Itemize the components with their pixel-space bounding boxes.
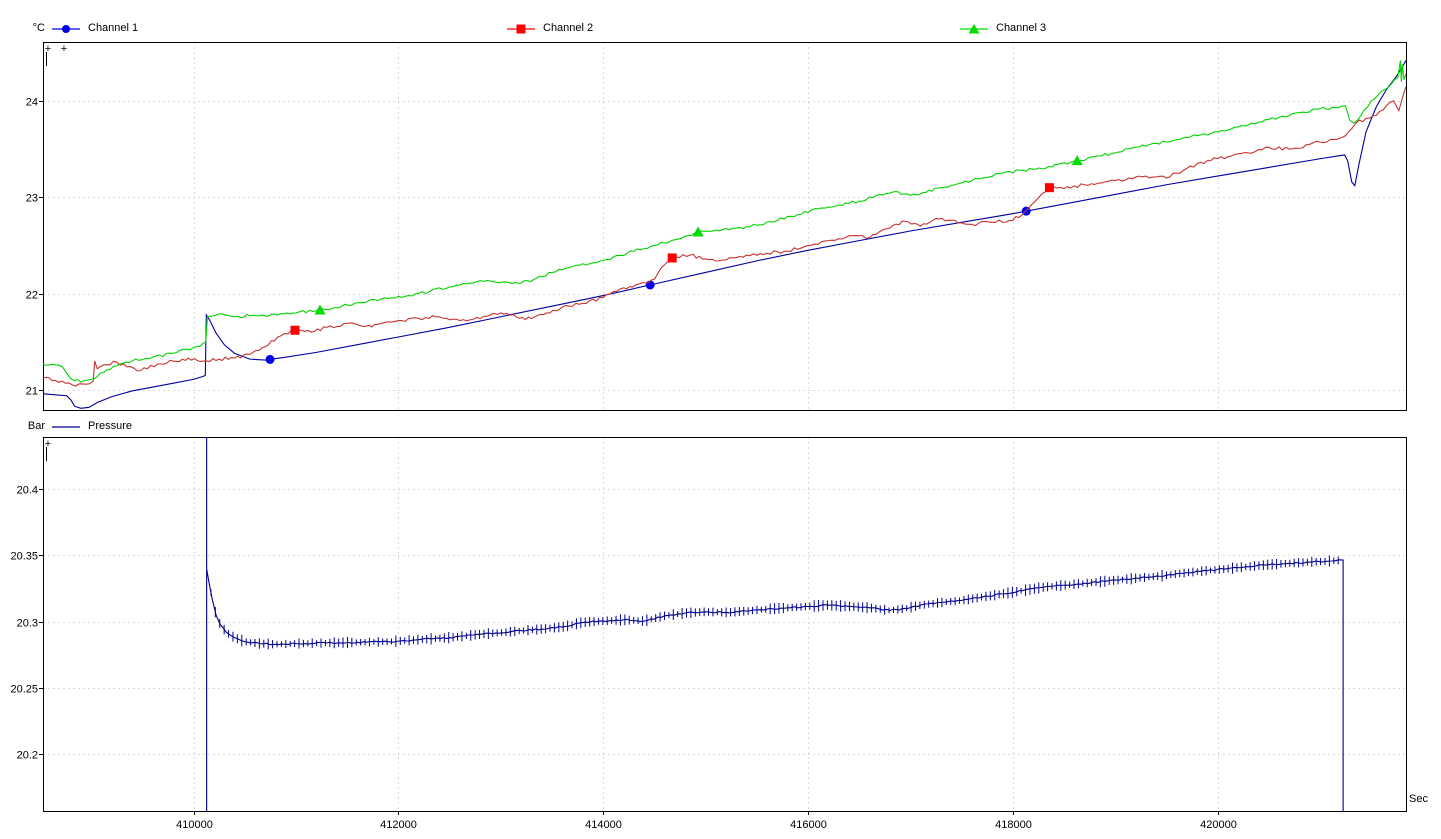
- series-line-channel-1: [43, 60, 1406, 409]
- y-tick-label: 21: [26, 386, 38, 398]
- y-tick-label: 23: [26, 193, 38, 205]
- series-line-channel-3: [43, 60, 1406, 383]
- legend-label-channel-2: Channel 2: [543, 22, 594, 34]
- data-marker-square: [290, 325, 300, 335]
- x-tick-label: 420000: [1200, 819, 1237, 831]
- channel-2-line-square-icon: [507, 24, 535, 33]
- gridlines: [43, 42, 1406, 410]
- pressure-plot-area[interactable]: [43, 437, 1406, 811]
- legend-item-pressure: Pressure: [52, 420, 132, 433]
- temperature-unit-label: °C: [32, 22, 45, 34]
- legend-label-channel-1: Channel 1: [88, 22, 139, 34]
- x-axis-unit-label: Sec: [1409, 793, 1428, 805]
- pressure-unit-label: Bar: [27, 420, 45, 432]
- y-tick-label: 20.3: [17, 618, 38, 630]
- x-tick-label: 412000: [380, 819, 417, 831]
- y-tick-label: 20.2: [17, 750, 38, 762]
- channel-3-line-triangle-icon: [960, 23, 988, 33]
- plot-border: [43, 42, 1407, 411]
- zoom-cursor-icon: +: [45, 43, 51, 55]
- zoom-cursor-icon: +: [61, 43, 67, 55]
- data-marker-triangle: [692, 226, 704, 237]
- data-marker-triangle: [314, 304, 326, 315]
- temperature-plot-area[interactable]: [43, 42, 1406, 410]
- zoom-cursor-icon: +: [45, 438, 51, 450]
- data-marker-square: [1044, 183, 1054, 193]
- temperature-plot: 21 22 23 24 + +: [26, 42, 1407, 411]
- legend-label-channel-3: Channel 3: [996, 22, 1047, 34]
- y-tick-label: 22: [26, 290, 38, 302]
- data-marker-triangle: [1071, 155, 1083, 166]
- data-marker-square: [667, 253, 677, 263]
- x-tick-label: 418000: [995, 819, 1032, 831]
- pressure-line-icon: [52, 425, 80, 428]
- legend-item-channel-2: Channel 2: [507, 22, 593, 35]
- data-marker-circle: [265, 354, 275, 364]
- plot-border: [43, 437, 1407, 812]
- x-tick-label: 414000: [585, 819, 622, 831]
- series-line-channel-2: [43, 86, 1406, 387]
- x-tick-label: 416000: [790, 819, 827, 831]
- y-tick-label: 20.35: [10, 551, 38, 563]
- y-tick-label: 20.4: [17, 485, 38, 497]
- legend-item-channel-1: Channel 1: [52, 22, 138, 35]
- pressure-plot: 20.2 20.25 20.3 20.35 20.4 410000 412000 414000…: [10, 437, 1407, 831]
- x-tick-label: 410000: [176, 819, 213, 831]
- channel-1-line-circle-icon: [52, 24, 80, 33]
- legend-item-channel-3: Channel 3: [960, 22, 1046, 35]
- y-tick-label: 24: [26, 97, 38, 109]
- y-tick-label: 20.25: [10, 684, 38, 696]
- gridlines: [43, 437, 1406, 811]
- series-line-pressure: [206, 437, 1344, 811]
- legend-label-pressure: Pressure: [88, 420, 133, 432]
- error-bars-pressure: [210, 555, 1339, 650]
